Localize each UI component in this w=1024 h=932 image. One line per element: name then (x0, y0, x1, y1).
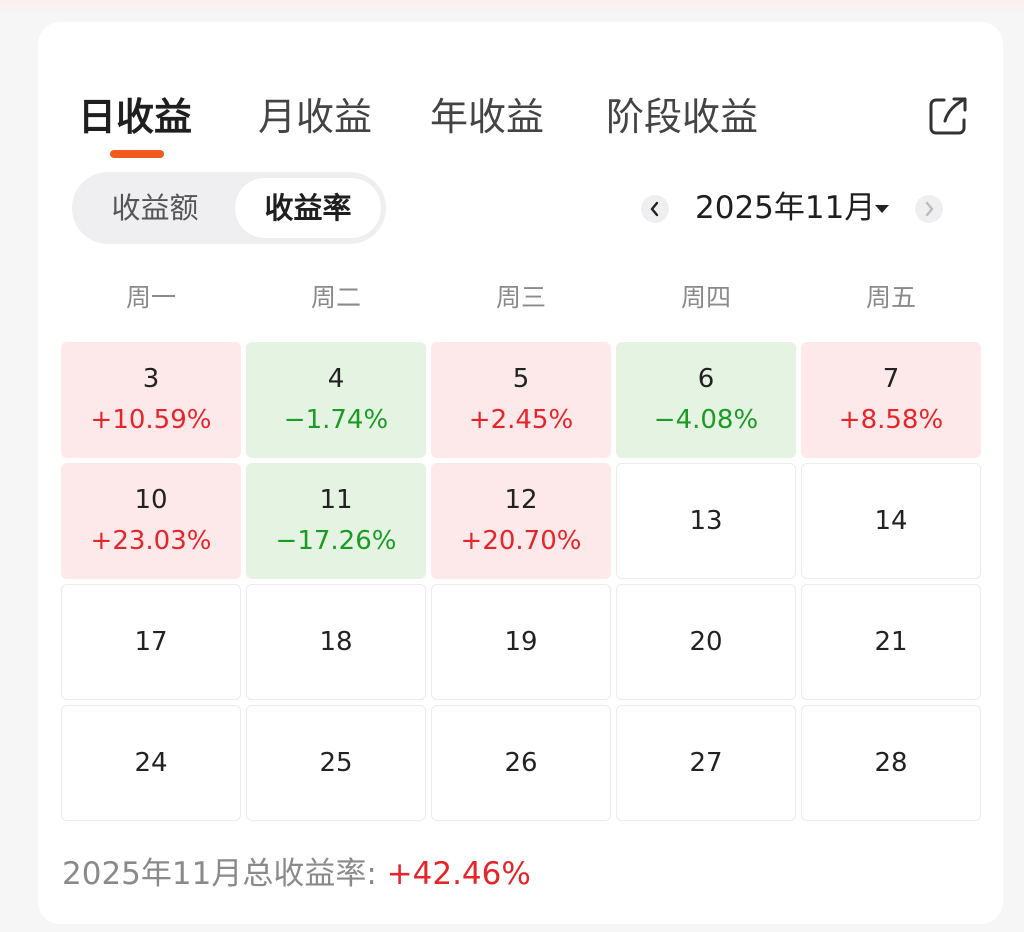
day-number: 14 (874, 506, 908, 536)
monthly-summary: 2025年11月总收益率: +42.46% (62, 852, 531, 896)
day-number: 27 (689, 748, 723, 778)
day-number: 7 (882, 364, 900, 394)
day-return-rate: +10.59% (90, 405, 212, 435)
segment-amount[interactable]: 收益额 (111, 191, 199, 225)
calendar-day-cell[interactable]: 27 (616, 705, 796, 821)
day-return-rate: +2.45% (468, 405, 574, 435)
tab-monthly[interactable]: 月收益 (258, 95, 373, 139)
calendar-day-cell[interactable]: 19 (431, 584, 611, 700)
calendar-day-cell[interactable]: 25 (246, 705, 426, 821)
weekday-label: 周五 (865, 283, 916, 312)
next-month-button[interactable] (915, 195, 943, 223)
weekday-label: 周四 (680, 283, 731, 312)
day-number: 4 (327, 364, 345, 394)
share-icon[interactable] (926, 94, 970, 138)
day-return-rate: +23.03% (90, 526, 212, 556)
calendar-day-cell[interactable]: 28 (801, 705, 981, 821)
calendar-day-cell[interactable]: 17 (61, 584, 241, 700)
active-tab-underline (110, 150, 164, 158)
day-number: 12 (504, 485, 538, 515)
chevron-left-icon (650, 201, 659, 217)
weekday-label: 周三 (495, 283, 546, 312)
calendar-day-cell[interactable]: 14 (801, 463, 981, 579)
weekday-label: 周一 (125, 283, 176, 312)
calendar-day-cell[interactable]: 3 +10.59% (61, 342, 241, 458)
day-return-rate: −1.74% (283, 405, 389, 435)
month-label[interactable]: 2025年11月 (695, 190, 876, 226)
tab-yearly[interactable]: 年收益 (430, 95, 545, 139)
calendar-day-cell[interactable]: 4 −1.74% (246, 342, 426, 458)
weekday-label: 周二 (310, 283, 361, 312)
day-return-rate: +20.70% (460, 526, 582, 556)
summary-value: +42.46% (386, 856, 531, 892)
top-band (0, 0, 1024, 14)
calendar-day-cell[interactable]: 21 (801, 584, 981, 700)
calendar-day-cell[interactable]: 20 (616, 584, 796, 700)
day-return-rate: −4.08% (653, 405, 759, 435)
calendar-day-cell[interactable]: 12 +20.70% (431, 463, 611, 579)
day-number: 28 (874, 748, 908, 778)
calendar-day-cell[interactable]: 6 −4.08% (616, 342, 796, 458)
earnings-calendar-card: 日收益 月收益 年收益 阶段收益 收益额 收益率 2025年11月 周一 周二 周三… (38, 22, 1003, 924)
calendar-day-cell[interactable]: 24 (61, 705, 241, 821)
calendar-day-cell[interactable]: 13 (616, 463, 796, 579)
day-number: 13 (689, 506, 723, 536)
day-number: 26 (504, 748, 538, 778)
calendar-day-cell[interactable]: 11 −17.26% (246, 463, 426, 579)
day-number: 11 (319, 485, 353, 515)
day-number: 20 (689, 627, 723, 657)
tab-daily[interactable]: 日收益 (78, 95, 193, 139)
day-number: 5 (512, 364, 530, 394)
day-number: 10 (134, 485, 168, 515)
day-number: 17 (134, 627, 168, 657)
calendar-day-cell[interactable]: 10 +23.03% (61, 463, 241, 579)
day-return-rate: +8.58% (838, 405, 944, 435)
segment-rate[interactable]: 收益率 (235, 178, 381, 238)
day-number: 19 (504, 627, 538, 657)
day-number: 6 (697, 364, 715, 394)
prev-month-button[interactable] (641, 195, 669, 223)
calendar-day-cell[interactable]: 5 +2.45% (431, 342, 611, 458)
tab-period[interactable]: 阶段收益 (606, 95, 759, 139)
day-number: 18 (319, 627, 353, 657)
calendar-day-cell[interactable]: 18 (246, 584, 426, 700)
metric-segmented-control: 收益额 收益率 (72, 172, 386, 244)
chevron-right-icon (925, 201, 934, 217)
caret-down-icon[interactable] (874, 204, 890, 214)
day-return-rate: −17.26% (275, 526, 397, 556)
day-number: 3 (142, 364, 160, 394)
day-number: 21 (874, 627, 908, 657)
day-number: 24 (134, 748, 168, 778)
summary-label: 2025年11月总收益率: (62, 856, 377, 892)
calendar-day-cell[interactable]: 7 +8.58% (801, 342, 981, 458)
calendar-day-cell[interactable]: 26 (431, 705, 611, 821)
day-number: 25 (319, 748, 353, 778)
